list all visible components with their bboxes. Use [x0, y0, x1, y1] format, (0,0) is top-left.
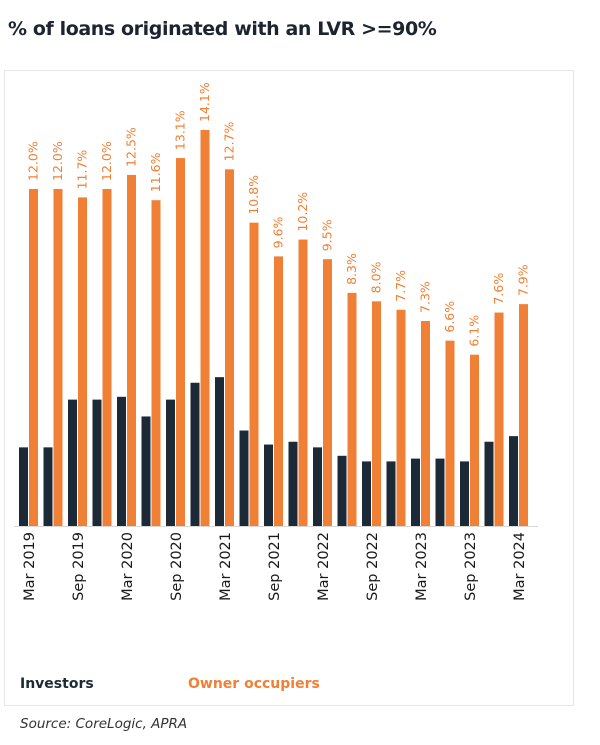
- bar-investors: [19, 447, 28, 526]
- x-tick-label: Sep 2019: [71, 532, 87, 601]
- x-tick-label: Mar 2022: [316, 532, 332, 601]
- bar-owner-occupiers: [127, 174, 136, 527]
- bar-investors: [43, 447, 53, 526]
- x-tick-label: Mar 2023: [414, 532, 430, 601]
- data-label-owner-occupiers: 12.0%: [50, 141, 65, 181]
- bar-investors: [362, 461, 371, 526]
- data-label-owner-occupiers: 7.7%: [393, 270, 408, 302]
- data-label-owner-occupiers: 12.0%: [99, 141, 114, 181]
- data-label-owner-occupiers: 13.1%: [173, 110, 188, 150]
- bar-investors: [239, 430, 249, 526]
- source-note: Source: CoreLogic, APRA: [20, 716, 188, 732]
- data-label-owner-occupiers: 7.3%: [418, 281, 433, 313]
- data-label-owner-occupiers: 7.6%: [491, 273, 506, 305]
- x-tick-label: Sep 2020: [169, 532, 185, 601]
- bar-investors: [190, 382, 200, 526]
- bar-owner-occupiers: [494, 312, 504, 526]
- bar-investors: [460, 461, 469, 526]
- bar-investors: [68, 399, 77, 526]
- x-tick-label: Mar 2024: [512, 532, 528, 601]
- data-label-owner-occupiers: 9.6%: [271, 217, 286, 249]
- bar-investors: [215, 377, 224, 526]
- bar-investors: [141, 416, 151, 526]
- bar-investors: [288, 441, 298, 526]
- bar-owner-occupiers: [102, 188, 112, 526]
- bar-investors: [435, 458, 445, 526]
- bar-owner-occupiers: [347, 292, 357, 526]
- bar-investors: [264, 444, 273, 526]
- data-label-owner-occupiers: 6.1%: [467, 315, 482, 347]
- bar-investors: [386, 461, 396, 526]
- bar-owner-occupiers: [396, 309, 406, 526]
- bar-owner-occupiers: [445, 340, 455, 526]
- data-label-owner-occupiers: 8.3%: [344, 253, 359, 285]
- bar-owner-occupiers: [225, 169, 234, 526]
- data-label-owner-occupiers: 11.7%: [75, 150, 90, 190]
- bar-investors: [117, 396, 126, 526]
- bar-owner-occupiers: [53, 188, 63, 526]
- bar-investors: [484, 441, 494, 526]
- bar-investors: [411, 458, 420, 526]
- legend-investors: Investors: [20, 676, 94, 692]
- bar-owner-occupiers: [274, 256, 283, 526]
- bar-owner-occupiers: [176, 158, 185, 526]
- bar-owner-occupiers: [323, 259, 332, 526]
- data-label-owner-occupiers: 7.9%: [516, 264, 531, 296]
- data-label-owner-occupiers: 12.7%: [222, 121, 237, 161]
- data-label-owner-occupiers: 12.0%: [26, 141, 41, 181]
- bar-owner-occupiers: [470, 354, 479, 526]
- data-label-owner-occupiers: 10.2%: [295, 192, 310, 232]
- x-tick-label: Mar 2020: [120, 532, 136, 601]
- bar-owner-occupiers: [298, 239, 308, 526]
- x-tick-label: Sep 2023: [463, 532, 479, 601]
- bar-owner-occupiers: [78, 197, 87, 527]
- legend-owner-occupiers: Owner occupiers: [188, 676, 320, 692]
- bar-owner-occupiers: [29, 188, 38, 526]
- bar-owner-occupiers: [249, 222, 259, 526]
- data-label-owner-occupiers: 6.6%: [442, 301, 457, 333]
- bar-owner-occupiers: [519, 304, 528, 526]
- x-tick-label: Sep 2022: [365, 532, 381, 601]
- bar-investors: [509, 436, 518, 526]
- data-label-owner-occupiers: 14.1%: [197, 82, 212, 122]
- data-label-owner-occupiers: 11.6%: [148, 152, 163, 192]
- bar-owner-occupiers: [421, 320, 430, 526]
- chart-title: % of loans originated with an LVR >=90%: [8, 18, 437, 40]
- data-label-owner-occupiers: 8.0%: [369, 261, 384, 293]
- bar-investors: [337, 455, 347, 526]
- data-label-owner-occupiers: 10.8%: [246, 175, 261, 215]
- bar-investors: [92, 399, 102, 526]
- x-tick-label: Sep 2021: [267, 532, 283, 601]
- bar-investors: [313, 447, 322, 526]
- bar-owner-occupiers: [151, 200, 161, 526]
- x-tick-label: Mar 2021: [218, 532, 234, 601]
- bar-owner-occupiers: [372, 301, 381, 526]
- bar-owner-occupiers: [200, 130, 210, 526]
- x-tick-label: Mar 2019: [22, 532, 38, 601]
- bar-investors: [166, 399, 175, 526]
- data-label-owner-occupiers: 9.5%: [320, 219, 335, 251]
- data-label-owner-occupiers: 12.5%: [124, 127, 139, 167]
